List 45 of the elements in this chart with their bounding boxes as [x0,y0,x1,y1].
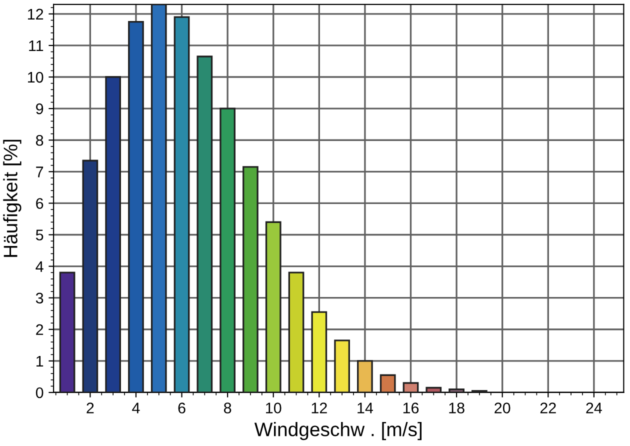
y-tick-label: 3 [36,292,44,304]
x-axis-title: Windgeschw . [m/s] [254,422,422,440]
y-tick-label: 2 [36,324,44,335]
x-tick-label: 12 [312,402,327,414]
bar [242,166,258,392]
bar [196,56,213,392]
y-tick-label: 8 [36,134,44,146]
x-tick-label: 14 [358,402,374,414]
bar [105,76,122,392]
x-tick-label: 20 [494,402,510,414]
y-tick-label: 7 [36,166,44,178]
y-tick-label: 12 [28,8,44,20]
x-tick-label: 18 [449,402,464,414]
y-tick-label: 0 [36,387,44,398]
bar [402,382,419,392]
x-tick-label: 22 [540,402,556,414]
y-tick-label: 5 [36,230,44,240]
x-tick-label: 8 [224,402,232,414]
y-axis-title: Häufigkeit [%] [3,140,22,257]
y-tick-label: 1 [36,356,44,366]
bar [448,388,464,392]
bar [380,374,396,392]
x-tick-label: 2 [86,402,94,414]
y-tick-label: 9 [36,103,44,114]
bar [150,4,167,392]
bar [59,272,76,392]
bar [288,272,304,392]
bar [82,160,98,392]
x-tick-label: 10 [266,402,282,414]
x-tick-label: 24 [586,402,602,414]
bar [357,360,373,392]
x-tick-label: 16 [403,402,419,414]
bar [220,108,236,392]
x-tick-label: 4 [132,402,140,414]
y-tick-label: 6 [36,198,44,209]
bar [265,221,282,392]
bar [334,340,350,392]
x-tick-label: 6 [178,402,186,414]
bar [128,20,144,392]
bar [174,16,190,392]
y-tick-label: 11 [29,40,44,52]
bar [426,386,442,392]
bar [311,311,328,392]
y-tick-label: 10 [28,72,44,83]
y-tick-label: 4 [36,261,44,272]
